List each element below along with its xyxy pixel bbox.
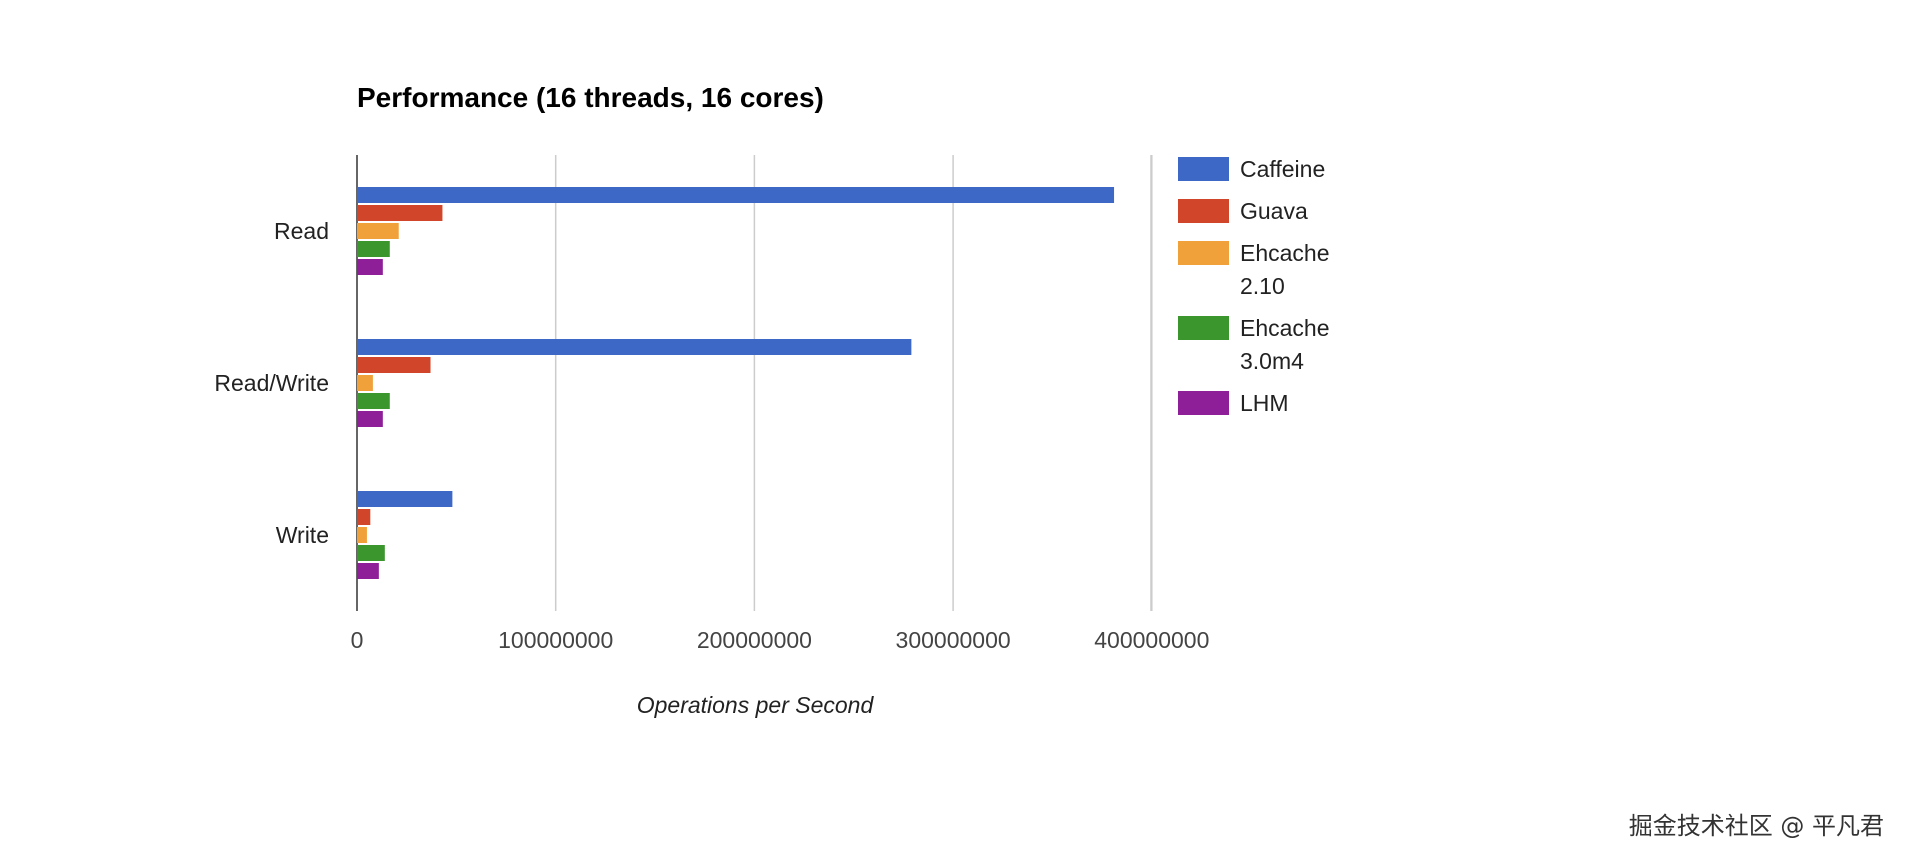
bar-guava-read bbox=[357, 205, 443, 221]
legend-label: Caffeine bbox=[1240, 156, 1325, 182]
bar-lhm-read-write bbox=[357, 411, 383, 427]
bar-ehcache-2-10-write bbox=[357, 527, 367, 543]
legend-label: Ehcache bbox=[1240, 240, 1330, 266]
bar-guava-read-write bbox=[357, 357, 431, 373]
watermark: 掘金技术社区 @ 平凡君 bbox=[1628, 812, 1884, 840]
x-tick-label: 200000000 bbox=[697, 627, 812, 653]
bar-ehcache-3-0m4-read bbox=[357, 241, 390, 257]
legend-label: Guava bbox=[1240, 198, 1308, 224]
bar-caffeine-write bbox=[357, 491, 453, 507]
bar-ehcache-3-0m4-read-write bbox=[357, 393, 390, 409]
x-axis-title: Operations per Second bbox=[637, 692, 875, 718]
x-tick-label: 400000000 bbox=[1094, 627, 1209, 653]
legend-label: 2.10 bbox=[1240, 273, 1285, 299]
legend-swatch bbox=[1178, 391, 1229, 415]
legend-swatch bbox=[1178, 157, 1229, 181]
category-label: Read/Write bbox=[214, 370, 329, 396]
bar-lhm-read bbox=[357, 259, 383, 275]
bar-ehcache-2-10-read-write bbox=[357, 375, 373, 391]
bar-caffeine-read-write bbox=[357, 339, 912, 355]
legend-label: 3.0m4 bbox=[1240, 348, 1304, 374]
legend-item: Ehcache 3.0m4 bbox=[1178, 315, 1330, 374]
legend-item: LHM bbox=[1178, 390, 1289, 416]
bar-lhm-write bbox=[357, 563, 379, 579]
legend-swatch bbox=[1178, 241, 1229, 265]
legend-item: Guava bbox=[1178, 198, 1308, 224]
legend-item: Caffeine bbox=[1178, 156, 1325, 182]
legend-label: LHM bbox=[1240, 390, 1289, 416]
bar-ehcache-3-0m4-write bbox=[357, 545, 385, 561]
bar-caffeine-read bbox=[357, 187, 1115, 203]
category-label: Write bbox=[276, 522, 329, 548]
chart-title: Performance (16 threads, 16 cores) bbox=[357, 82, 824, 113]
category-label: Read bbox=[274, 218, 329, 244]
x-tick-label: 300000000 bbox=[896, 627, 1011, 653]
x-tick-label: 100000000 bbox=[498, 627, 613, 653]
legend-swatch bbox=[1178, 199, 1229, 223]
bar-guava-write bbox=[357, 509, 371, 525]
legend-item: Ehcache 2.10 bbox=[1178, 240, 1330, 299]
bar-ehcache-2-10-read bbox=[357, 223, 399, 239]
legend-swatch bbox=[1178, 316, 1229, 340]
legend-label: Ehcache bbox=[1240, 315, 1330, 341]
x-tick-label: 0 bbox=[351, 627, 364, 653]
